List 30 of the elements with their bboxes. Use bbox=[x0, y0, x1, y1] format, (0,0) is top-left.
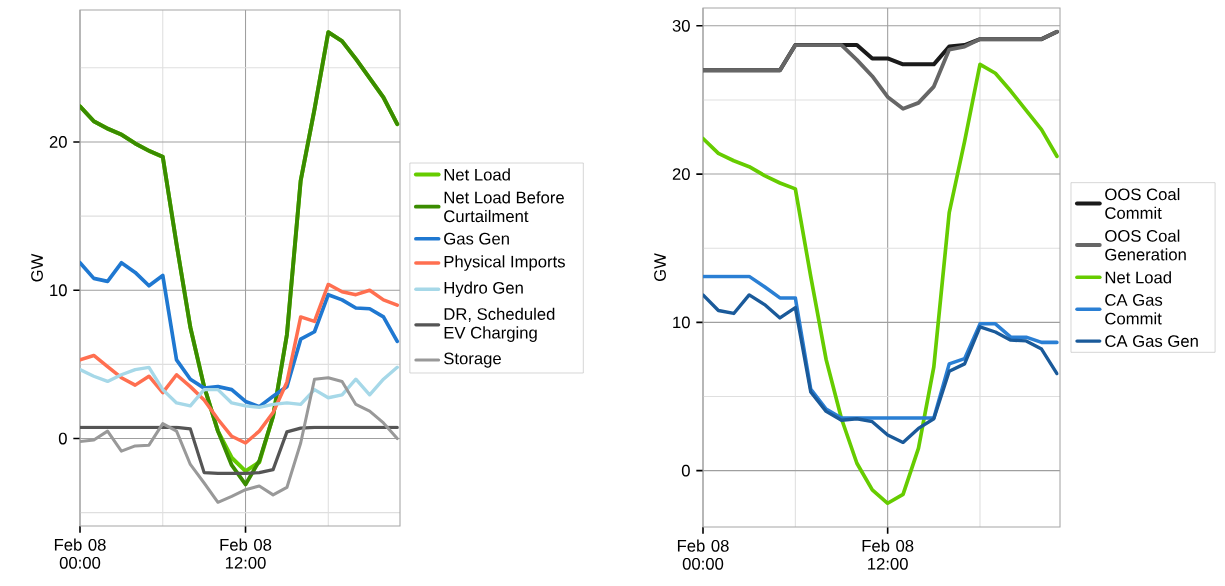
x-tick-label: Feb 08 12:00 bbox=[220, 538, 272, 569]
line-series bbox=[703, 62, 1059, 506]
legend-label: CA Gas Gen bbox=[1105, 335, 1198, 347]
legend-label: OOS Coal Commit bbox=[1105, 188, 1180, 219]
legend-label: Storage bbox=[444, 352, 501, 368]
legend-label: OOS Coal Generation bbox=[1105, 229, 1186, 261]
legend-label: Physical Imports bbox=[444, 255, 565, 271]
legend-label: CA Gas Commit bbox=[1105, 294, 1163, 325]
legend-label: Net Load bbox=[444, 168, 510, 181]
y-tick-label: 30 bbox=[672, 19, 690, 32]
line-series bbox=[703, 293, 1059, 445]
y-tick-label: 20 bbox=[49, 136, 67, 148]
y-tick-label: 20 bbox=[672, 168, 690, 180]
y-tick-label: 10 bbox=[673, 316, 690, 329]
legend-label: Hydro Gen bbox=[444, 281, 523, 298]
x-tick-label: Feb 08 12:00 bbox=[862, 539, 914, 570]
y-axis-title: GW bbox=[654, 253, 666, 282]
y-axis-title: GW bbox=[31, 253, 43, 282]
y-tick-label: 0 bbox=[58, 432, 67, 445]
line-series bbox=[80, 260, 400, 409]
legend-label: Net Load Before Curtailment bbox=[444, 191, 564, 223]
x-tick-label: Feb 08 00:00 bbox=[54, 538, 106, 569]
line-series bbox=[80, 365, 399, 410]
legend-label: DR, Scheduled EV Charging bbox=[444, 307, 555, 342]
legend-label: Net Load bbox=[1105, 271, 1171, 284]
y-tick-label: 10 bbox=[50, 284, 67, 297]
line-series bbox=[80, 282, 399, 445]
legend-label: Gas Gen bbox=[444, 232, 509, 245]
x-tick-label: Feb 08 00:00 bbox=[677, 539, 729, 570]
y-tick-label: 0 bbox=[681, 464, 690, 477]
